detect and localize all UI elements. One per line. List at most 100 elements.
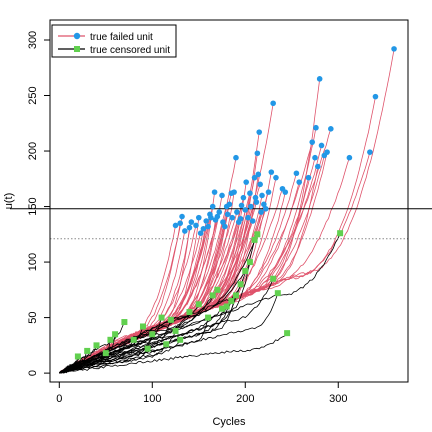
failed-endpoint-marker <box>296 179 303 185</box>
failed-endpoint-marker <box>182 228 188 234</box>
failed-endpoint-marker <box>328 126 334 132</box>
failed-endpoint-marker <box>305 174 312 181</box>
x-axis-label: Cycles <box>212 416 246 428</box>
censored-endpoint-marker <box>158 314 165 321</box>
failed-endpoint-marker <box>238 202 245 209</box>
failed-endpoint-marker <box>346 154 353 161</box>
failed-endpoint-marker <box>253 199 260 205</box>
failed-unit-path <box>59 157 316 374</box>
censored-endpoint-marker <box>186 309 193 316</box>
failed-endpoint-marker <box>240 194 247 201</box>
failed-endpoint-marker <box>219 192 225 199</box>
failed-unit-path <box>59 195 223 374</box>
failed-endpoint-marker <box>208 214 214 221</box>
failed-unit-path <box>59 192 215 374</box>
failed-endpoint-marker <box>211 189 218 195</box>
censored-endpoint-marker <box>74 353 81 360</box>
censored-endpoint-marker <box>205 314 212 321</box>
failed-endpoint-marker <box>256 129 263 135</box>
failed-endpoint-marker <box>261 201 267 208</box>
failed-endpoint-marker <box>172 222 179 229</box>
censored-endpoint-marker <box>237 281 244 288</box>
failed-endpoint-marker <box>247 190 253 197</box>
censored-unit-path <box>59 239 255 374</box>
failed-endpoint-marker <box>177 220 183 227</box>
failed-endpoint-marker <box>270 100 276 107</box>
failed-endpoint-marker <box>318 142 325 149</box>
failed-endpoint-marker <box>200 225 207 232</box>
censored-endpoint-marker <box>107 336 114 343</box>
censored-unit-path <box>59 278 274 374</box>
failed-endpoint-marker <box>257 181 263 188</box>
censored-endpoint-marker <box>242 267 249 274</box>
failed-endpoint-marker <box>233 154 239 161</box>
failed-endpoint-marker <box>315 163 321 170</box>
failed-endpoint-marker <box>324 149 330 155</box>
censored-endpoint-marker <box>93 342 100 349</box>
failed-endpoint-marker <box>273 174 279 181</box>
failed-endpoint-marker <box>243 179 250 185</box>
censored-endpoint-marker <box>149 331 156 338</box>
failed-endpoint-marker <box>195 214 202 221</box>
y-tick-label: 50 <box>27 311 39 323</box>
censored-unit-path <box>59 332 288 374</box>
censored-endpoint-marker <box>130 336 137 343</box>
failed-endpoint-marker <box>188 219 195 225</box>
censored-endpoint-marker <box>223 303 230 310</box>
failed-endpoint-marker <box>224 211 231 218</box>
failed-endpoint-marker <box>226 201 233 208</box>
x-axis: 0 100 200 300 <box>56 382 347 405</box>
failed-endpoint-marker <box>234 209 240 215</box>
failed-unit-paths <box>59 48 395 374</box>
failed-unit-path <box>59 212 220 374</box>
censored-endpoint-marker <box>209 292 216 299</box>
reference-lines <box>10 208 432 240</box>
x-tick-label: 100 <box>143 393 161 405</box>
x-tick-label: 0 <box>56 393 62 405</box>
y-tick-label: 150 <box>27 197 39 215</box>
censored-endpoint-marker <box>112 331 119 338</box>
failed-endpoint-marker <box>216 209 223 215</box>
censored-endpoint-marker <box>167 316 174 323</box>
failed-endpoint-marker <box>248 203 254 210</box>
censored-endpoint-marker <box>232 292 239 299</box>
censored-endpoint-marker <box>251 236 258 243</box>
failed-endpoint-marker <box>268 169 275 175</box>
censored-endpoint-marker <box>254 231 261 238</box>
y-tick-label: 250 <box>27 86 39 104</box>
failed-endpoint-marker <box>255 171 262 178</box>
x-tick-label: 200 <box>236 393 254 405</box>
x-tick-label: 300 <box>329 393 347 405</box>
failed-endpoint-marker <box>231 189 237 195</box>
failed-endpoint-marker <box>237 215 244 222</box>
endpoint-markers <box>74 46 397 360</box>
y-axis-label: u(t) <box>3 193 15 210</box>
y-tick-label: 100 <box>27 253 39 271</box>
failed-endpoint-marker <box>258 209 264 215</box>
failed-endpoint-marker <box>316 76 323 82</box>
failed-unit-path <box>59 127 317 374</box>
failed-endpoint-marker <box>193 222 199 229</box>
failed-endpoint-marker <box>293 170 300 177</box>
failed-endpoint-marker <box>179 213 185 220</box>
failed-unit-path <box>59 128 332 374</box>
censored-endpoint-marker <box>284 330 291 337</box>
failed-endpoint-marker <box>214 213 221 220</box>
legend: true failed unit true censored unit <box>51 24 177 58</box>
failed-endpoint-marker <box>197 230 204 237</box>
failed-endpoint-marker <box>220 219 226 225</box>
failed-endpoint-marker <box>312 154 318 161</box>
y-tick-label: 300 <box>27 31 39 49</box>
failed-endpoint-marker <box>259 192 265 199</box>
censored-endpoint-marker <box>139 323 146 330</box>
failed-unit-path <box>59 157 237 374</box>
failed-endpoint-marker <box>372 93 379 100</box>
plot-frame <box>49 19 409 383</box>
failed-endpoint-marker <box>265 189 272 195</box>
censored-endpoint-marker <box>228 297 235 304</box>
censored-endpoint-marker <box>177 336 184 343</box>
censored-endpoint-marker <box>337 230 344 237</box>
failed-endpoint-marker <box>229 214 236 221</box>
censored-endpoint-marker <box>195 301 202 308</box>
